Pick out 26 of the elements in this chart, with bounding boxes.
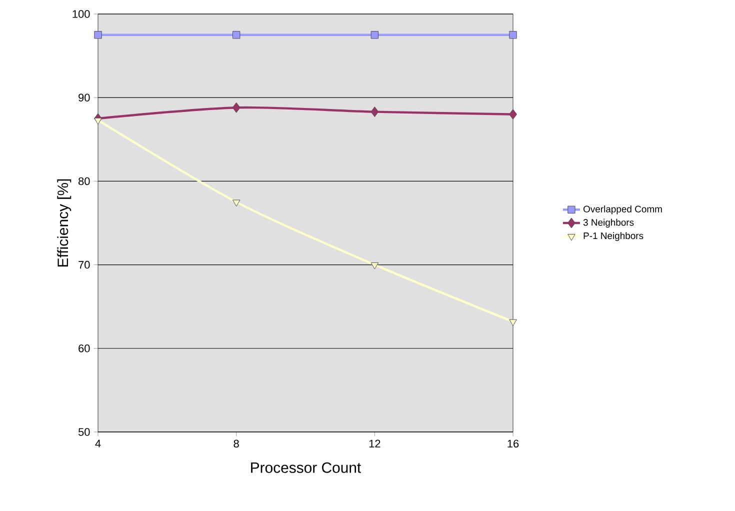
x-tick-label: 12 [369,440,380,448]
y-tick-label: 60 [78,344,90,352]
point [232,31,240,39]
point [370,106,379,118]
point [94,118,102,125]
y-axis-title: Efficiency [%] [57,179,72,266]
x-tick-label: 16 [508,440,519,448]
y-tick-label: 80 [78,177,90,186]
point [232,200,240,207]
legend-label: 3 Neighbors [583,218,634,228]
x-axis-title: Processor Count [251,462,362,473]
y-tick-label: 100 [72,10,90,18]
y-tick-label: 90 [78,94,90,102]
x-tick-label: 8 [234,440,239,448]
legend-label: Overlapped Comm [583,205,662,214]
point [509,31,517,39]
x-tick-label: 4 [95,440,101,448]
point [370,262,379,270]
point [509,109,517,120]
point [509,319,517,326]
point [370,31,379,39]
y-tick-label: 70 [78,260,90,269]
point [232,102,240,113]
point [94,31,102,39]
legend-label: P-1 Neighbors [584,232,644,241]
y-tick-label: 50 [78,428,90,436]
